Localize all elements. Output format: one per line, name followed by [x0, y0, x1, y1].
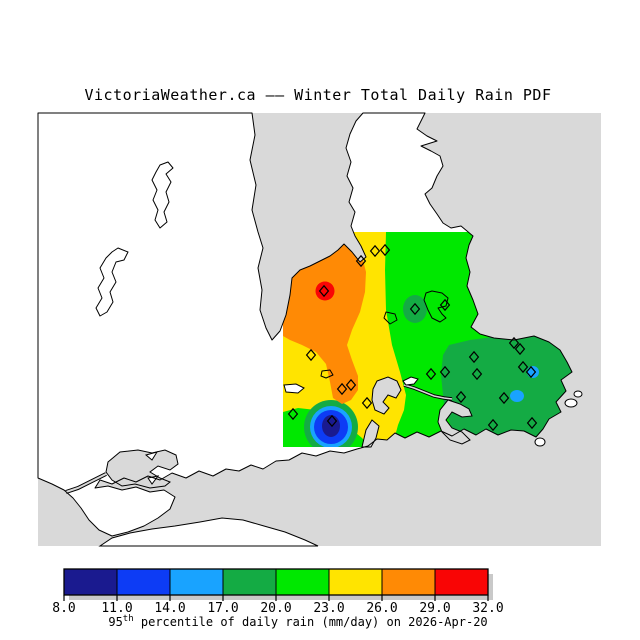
station-marker	[498, 391, 510, 405]
station-marker	[439, 298, 451, 312]
lake-elk-beaver	[423, 290, 449, 323]
discovery-island	[564, 398, 578, 408]
colorbar-tick-label: 29.0	[419, 601, 450, 616]
station-marker	[468, 350, 480, 364]
colorbar-segment	[381, 568, 436, 596]
contour-26-29-main	[283, 240, 366, 404]
station-marker	[517, 360, 529, 374]
colorbar-segment	[169, 568, 224, 596]
colorbar-segment	[63, 568, 118, 596]
station-marker	[318, 284, 330, 298]
station-marker	[345, 378, 357, 392]
esquimalt-harbour	[371, 376, 402, 415]
colorbar-caption: 95th percentile of daily rain (mm/day) o…	[108, 614, 487, 629]
station-marker	[508, 336, 520, 350]
station-marker	[361, 396, 373, 410]
station-marker	[425, 367, 437, 381]
colorbar-tick-label: 26.0	[366, 601, 397, 616]
min-core-8-11	[322, 415, 340, 437]
colorbar-tick-label: 14.0	[154, 601, 185, 616]
station-marker	[326, 414, 338, 428]
station-marker	[355, 254, 367, 268]
station-marker	[409, 302, 421, 316]
trial-island	[534, 437, 546, 447]
colorbar: 8.0 11.0 14.0 17.0 20.0 23.0 26.0 29.0 32.0	[52, 568, 504, 616]
colorbar-tick-label: 32.0	[472, 601, 503, 616]
plot-title: VictoriaWeather.ca —— Winter Total Daily…	[84, 86, 551, 104]
lake-shawnigan	[151, 161, 174, 229]
station-marker	[287, 407, 299, 421]
station-marker	[471, 367, 483, 381]
contour-14-17-blob-b	[510, 390, 524, 402]
caption-superscript: th	[123, 614, 134, 624]
colorbar-segment	[222, 568, 277, 596]
contour-17-20-victoria	[441, 328, 572, 447]
contour-17-20-blob	[403, 295, 427, 323]
station-markers	[287, 243, 538, 432]
station-marker	[379, 243, 391, 257]
us-olympic-peninsula-land	[98, 517, 319, 547]
caption-number: 95	[108, 615, 122, 629]
station-marker	[514, 342, 526, 356]
basin-islet-a	[144, 451, 159, 461]
colorbar-tick-label: 11.0	[101, 601, 132, 616]
lake-prospect	[383, 311, 398, 325]
colorbar-tick-label: 17.0	[207, 601, 238, 616]
station-marker	[487, 418, 499, 432]
station-marker	[455, 390, 467, 404]
sooke-channel	[65, 473, 107, 493]
colorbar-tick-label: 8.0	[52, 601, 75, 616]
esquimalt-spit	[402, 376, 419, 386]
colorbar-segment	[434, 568, 489, 596]
station-marker	[439, 365, 451, 379]
station-marker	[525, 365, 537, 379]
lake-langford	[283, 383, 305, 394]
station-marker	[305, 348, 317, 362]
gorge-waterway	[403, 384, 453, 400]
lake-sooke	[95, 247, 129, 317]
station-marker	[336, 382, 348, 396]
lake-thetis	[320, 369, 334, 379]
station-marker	[369, 244, 381, 258]
caption-text: percentile of daily rain (mm/day) on 202…	[134, 615, 488, 629]
colorbar-tick-label: 23.0	[313, 601, 344, 616]
max-core-29-32	[315, 281, 335, 301]
colorbar-tick-label: 20.0	[260, 601, 291, 616]
colorbar-segment	[328, 568, 383, 596]
contour-14-17-blob-a	[527, 366, 539, 378]
sooke-basin	[105, 449, 179, 489]
colorbar-segment	[116, 568, 171, 596]
chatham-island	[573, 390, 583, 398]
station-marker	[526, 416, 538, 430]
colorbar-segment	[275, 568, 330, 596]
